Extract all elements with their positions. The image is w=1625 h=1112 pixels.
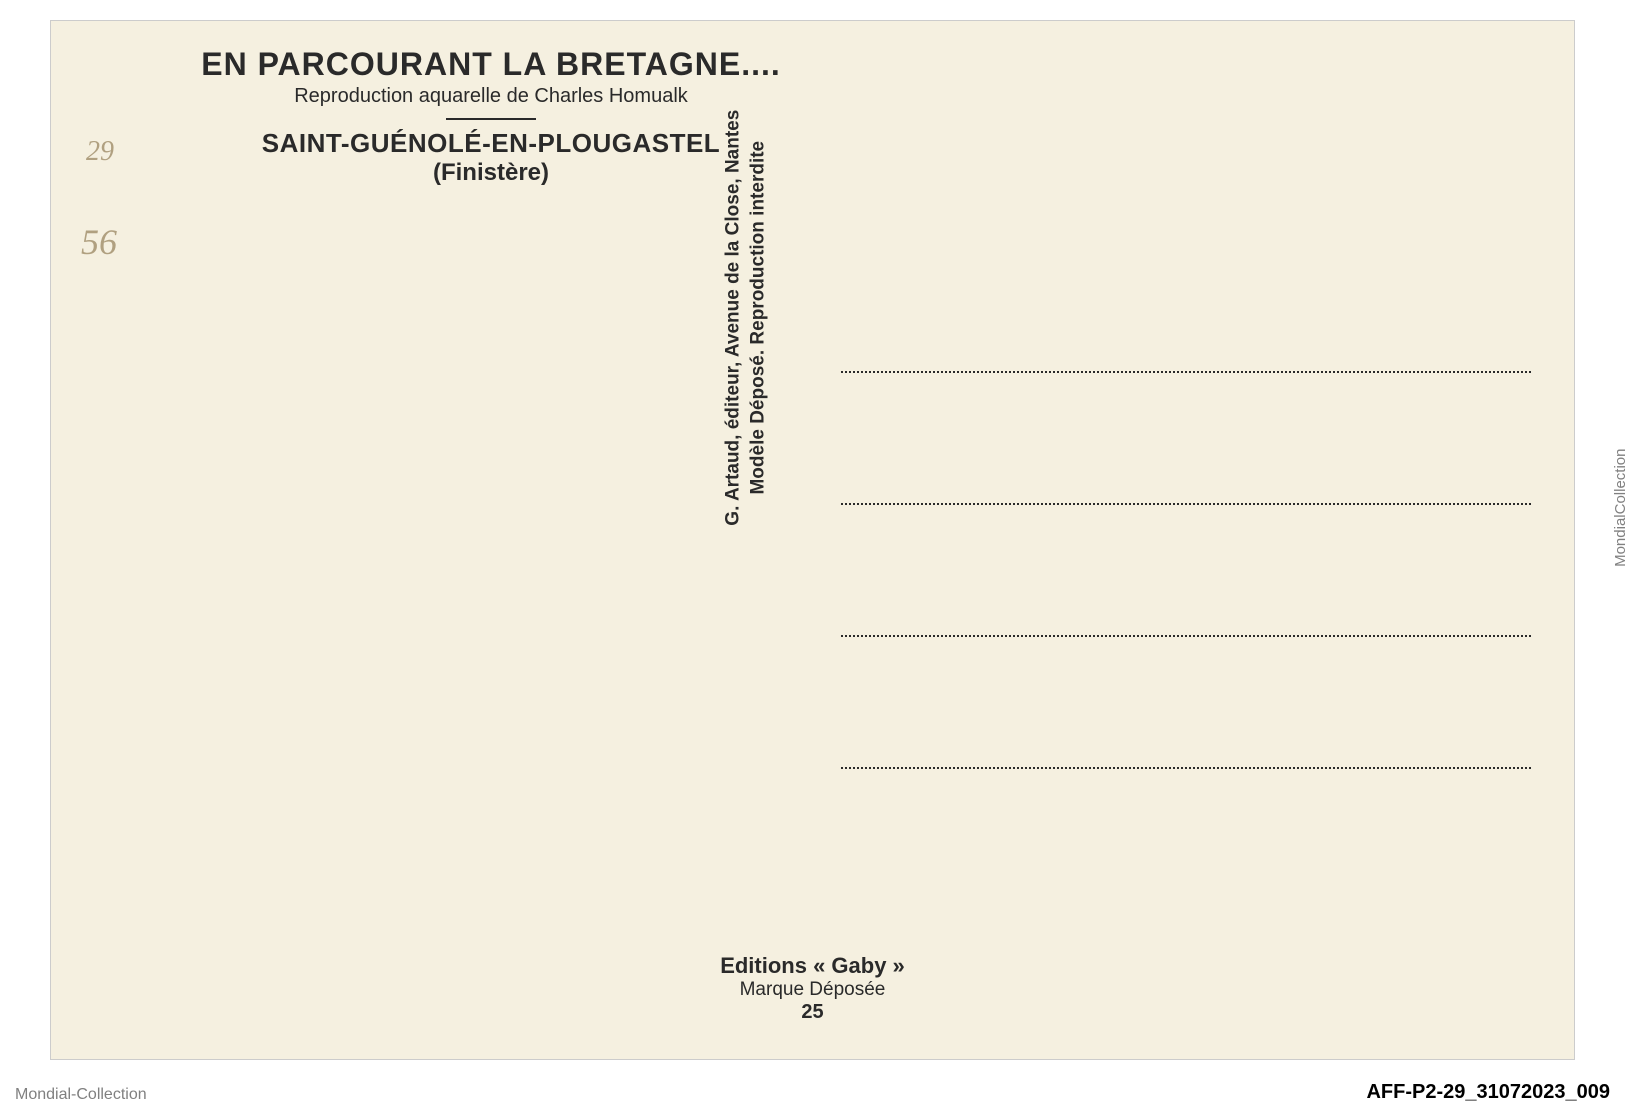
subtitle: Reproduction aquarelle de Charles Homual… — [141, 85, 841, 108]
pencil-annotation-1: 29 — [86, 136, 114, 168]
watermark-right-side: MondialCollection — [1612, 449, 1625, 567]
watermark-bottom-left: Mondial-Collection — [15, 1086, 147, 1104]
address-line-4 — [841, 767, 1531, 769]
address-line-2 — [841, 503, 1531, 505]
publisher-info: G. Artaud, éditeur, Avenue de la Close, … — [721, 110, 770, 526]
address-line-3 — [841, 635, 1531, 637]
reference-code: AFF-P2-29_31072023_009 — [1366, 1081, 1610, 1104]
edition-label: Editions « Gaby » — [51, 953, 1574, 979]
card-number: 25 — [51, 1001, 1574, 1024]
address-line-1 — [841, 371, 1531, 373]
pencil-annotation-2: 56 — [81, 221, 117, 263]
postcard-back: EN PARCOURANT LA BRETAGNE.... Reproducti… — [50, 20, 1575, 1060]
divider — [446, 118, 536, 120]
main-title: EN PARCOURANT LA BRETAGNE.... — [141, 46, 841, 83]
marque-label: Marque Déposée — [51, 979, 1574, 1001]
publisher-line1: G. Artaud, éditeur, Avenue de la Close, … — [722, 110, 743, 526]
address-area — [841, 371, 1531, 899]
footer-section: Editions « Gaby » Marque Déposée 25 — [51, 953, 1574, 1024]
publisher-line2: Modèle Déposé. Reproduction interdite — [746, 110, 771, 526]
